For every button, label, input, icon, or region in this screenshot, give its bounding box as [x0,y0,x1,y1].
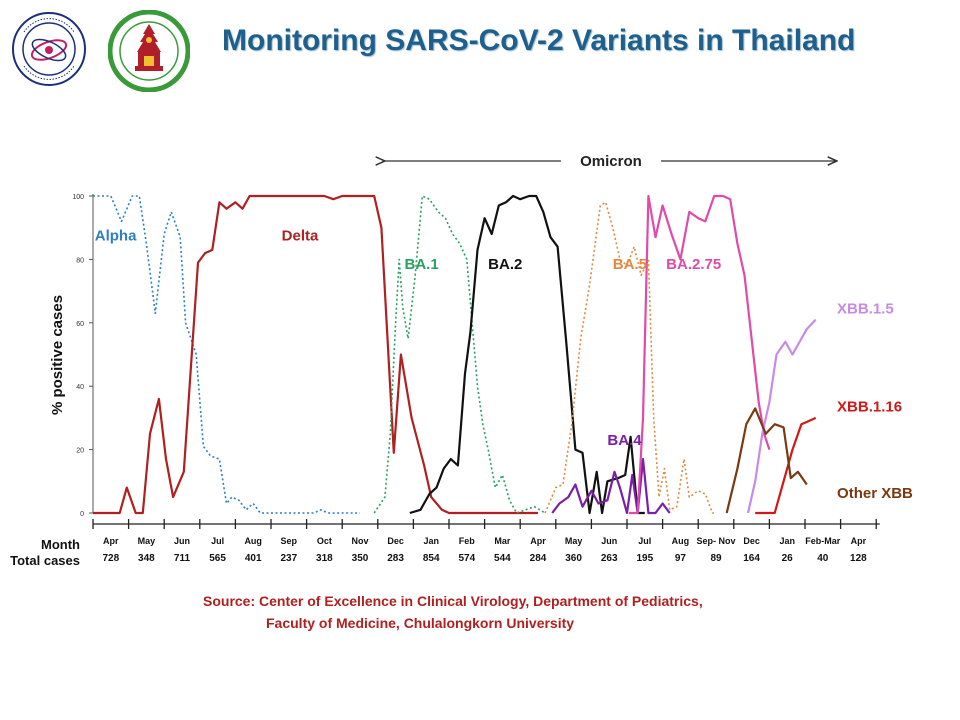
month-label: May [138,536,156,546]
series-label-xbb-1-16: XBB.1.16 [837,399,902,416]
series-label-ba-2-75: BA.2.75 [666,256,721,273]
series-line-delta [93,194,538,515]
series-line-ba-4 [551,458,671,515]
medicine-faculty-logo [107,9,191,97]
month-label: Jan [423,536,439,546]
series-label-xbb-1-5: XBB.1.5 [837,300,894,317]
series-label-alpha: Alpha [95,227,137,244]
series-label-ba-5: BA.5 [613,256,647,273]
series-label-delta: Delta [282,227,319,244]
month-label: Dec [387,536,404,546]
y-tick-label: 20 [76,448,84,455]
total-cases-label: 711 [174,553,191,564]
series-layer [93,194,817,515]
series-label-ba-1: BA.1 [405,256,439,273]
total-cases-label: 89 [710,553,722,564]
virology-center-logo [10,10,88,93]
series-line-ba-2 [409,194,645,515]
omicron-label: Omicron [580,153,642,170]
total-cases-label: 544 [494,553,511,564]
total-cases-label: 565 [209,553,226,564]
total-cases-label: 97 [675,553,687,564]
total-cases-label: 348 [138,553,155,564]
month-label: Jul [211,536,224,546]
month-label: Jun [174,536,190,546]
month-label: Aug [244,536,262,546]
source-line-1: Source: Center of Excellence in Clinical… [203,593,703,609]
month-label: Mar [494,536,511,546]
total-cases-label: 360 [565,553,582,564]
total-cases-label: 401 [245,553,262,564]
month-label: May [565,536,583,546]
series-line-ba-1 [373,195,546,514]
y-tick-label: 0 [80,511,84,518]
series-line-xbb-1-16 [755,416,817,515]
month-label: Apr [103,536,119,546]
series-line-ba-5 [544,201,716,514]
series-line-xbb-1-5 [746,318,817,514]
total-cases-label: 318 [316,553,333,564]
series-line-alpha [93,195,360,514]
month-label: Sep- Nov [696,536,735,546]
series-label-other-xbb: Other XBB [837,485,913,502]
total-cases-label: 284 [530,553,547,564]
total-cases-label: 128 [850,553,867,564]
y-tick-label: 100 [72,194,84,201]
month-label: Jun [601,536,617,546]
total-cases-label: 164 [743,553,760,564]
month-label: Apr [530,536,546,546]
y-axis-label: % positive cases [49,295,66,415]
series-line-other-xbb [725,407,808,514]
total-cases-label: 854 [423,553,440,564]
page-title: Monitoring SARS-CoV-2 Variants in Thaila… [222,24,856,57]
total-cases-label: 574 [458,553,475,564]
total-cases-label: 195 [636,553,653,564]
month-label: Sep [281,536,298,546]
axes: 0 20 40 60 80 100 Apr May Jun Jul Aug Sep Oct Nov Dec J… [72,194,880,564]
y-tick-label: 80 [76,257,84,264]
month-label: Feb-Mar [805,536,841,546]
series-labels: Alpha Delta BA.1 BA.2 BA.5 BA.4 BA.2.75 XBB.1.5… [95,227,913,501]
omicron-annotation: Omicron [385,153,837,170]
month-label: Aug [672,536,690,546]
y-tick-label: 40 [76,384,84,391]
series-label-ba-4: BA.4 [607,432,642,449]
month-label: Nov [351,536,368,546]
total-cases-label: 40 [817,553,829,564]
month-row-label: Month [41,537,80,552]
series-label-ba-2: BA.2 [488,256,522,273]
total-cases-label: 237 [280,553,297,564]
month-label: Jan [779,536,795,546]
month-label: Jul [638,536,651,546]
y-tick-label: 60 [76,321,84,328]
month-label: Oct [317,536,332,546]
total-cases-label: 26 [782,553,794,564]
total-cases-label: 728 [102,553,119,564]
month-label: Apr [851,536,867,546]
total-cases-label: 350 [352,553,369,564]
total-cases-row-label: Total cases [10,553,80,568]
source-line-2: Faculty of Medicine, Chulalongkorn Unive… [266,615,575,631]
series-line-ba-2-75 [628,194,771,515]
total-cases-label: 263 [601,553,618,564]
total-cases-label: 283 [387,553,404,564]
source-note: Source: Center of Excellence in Clinical… [203,590,823,634]
month-label: Feb [459,536,476,546]
month-label: Dec [743,536,760,546]
